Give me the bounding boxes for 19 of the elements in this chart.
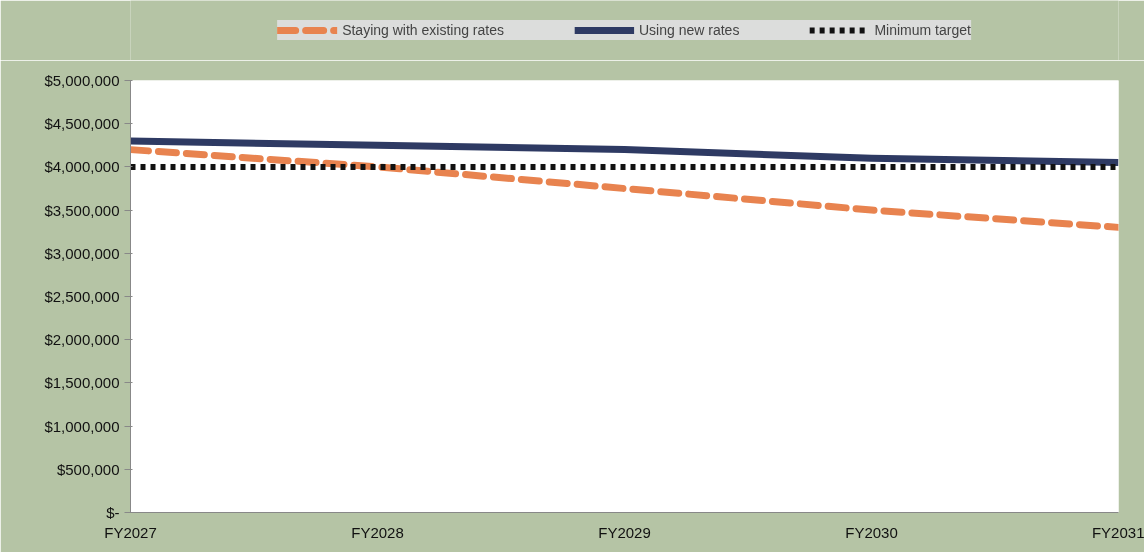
legend-label: Minimum target xyxy=(874,22,971,38)
y-tick-label: $1,500,000 xyxy=(44,374,120,392)
y-tick-label: $1,000,000 xyxy=(44,417,120,435)
y-tick-label: $4,000,000 xyxy=(44,158,120,176)
x-tick-label: FY2030 xyxy=(845,523,898,541)
y-tick-label: $2,500,000 xyxy=(44,288,120,305)
legend-label: Staying with existing rates xyxy=(342,22,504,38)
x-tick-label: FY2027 xyxy=(104,523,157,541)
y-tick-label: $- xyxy=(106,504,120,521)
y-tick-label: $5,000,000 xyxy=(44,72,120,89)
x-tick-label: FY2031 xyxy=(1091,523,1144,541)
legend-label: Using new rates xyxy=(639,22,740,38)
y-tick-label: $4,500,000 xyxy=(44,115,120,133)
y-tick-label: $3,500,000 xyxy=(44,201,120,219)
x-tick-label: FY2028 xyxy=(351,523,404,541)
y-tick-label: $500,000 xyxy=(56,460,120,478)
y-tick-label: $2,000,000 xyxy=(44,331,120,349)
y-tick-label: $3,000,000 xyxy=(44,244,120,262)
x-tick-label: FY2029 xyxy=(598,523,651,541)
